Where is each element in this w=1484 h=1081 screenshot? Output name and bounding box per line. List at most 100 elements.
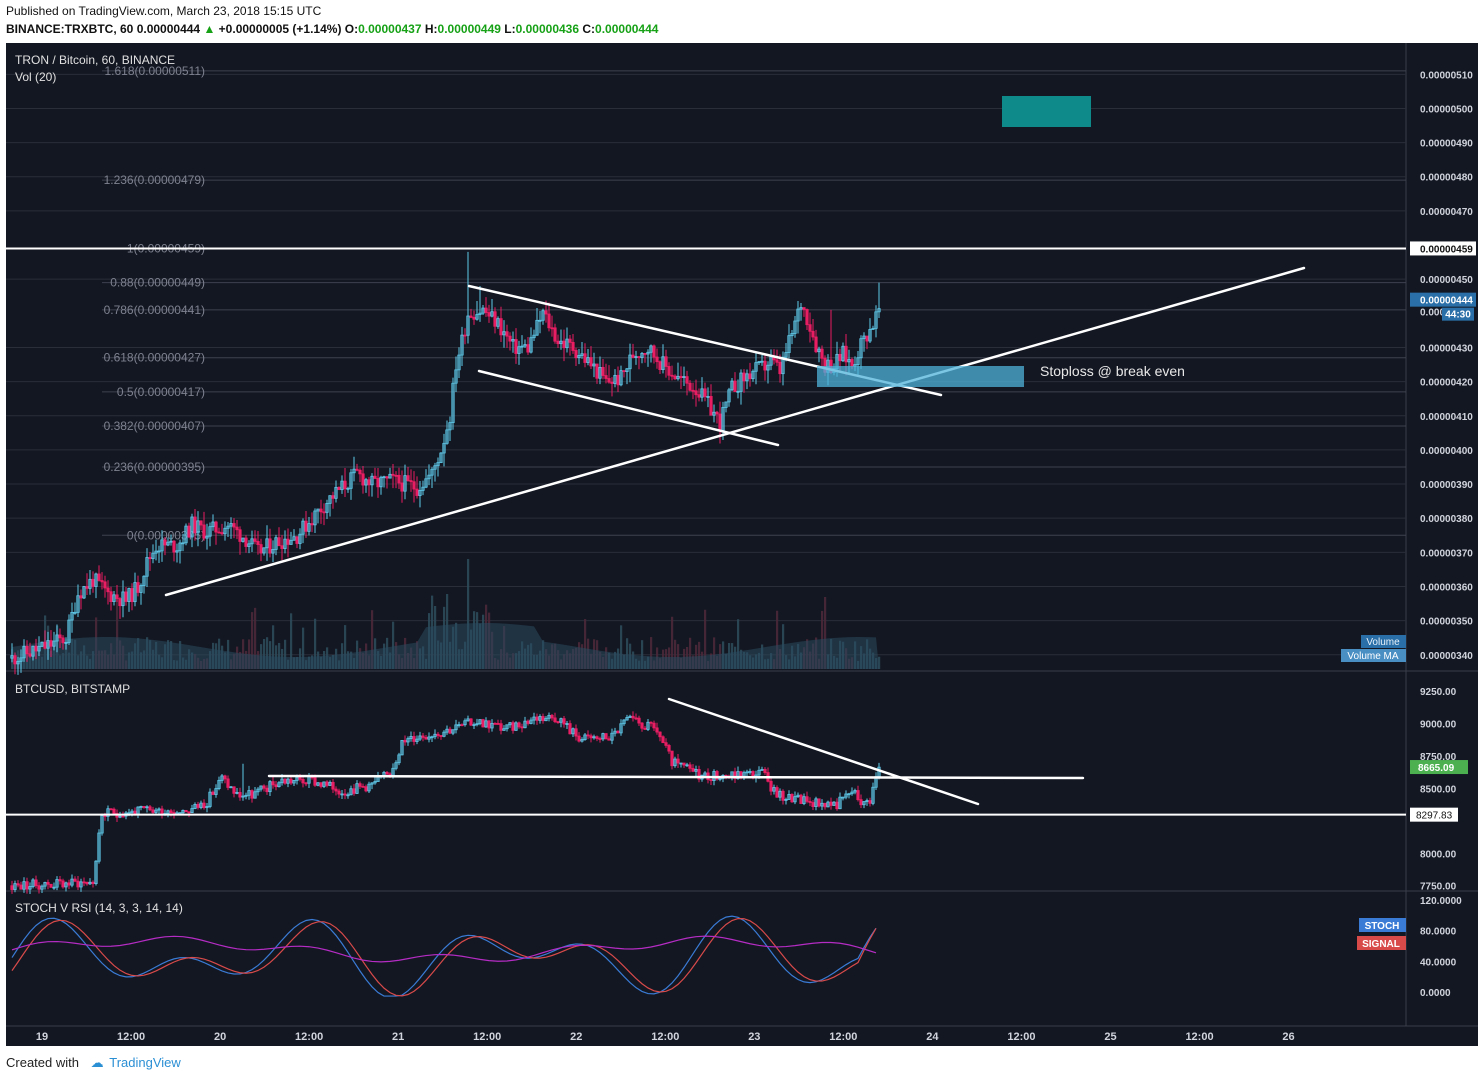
candle-body: [406, 738, 410, 743]
candle-body: [601, 366, 605, 376]
candle-body: [625, 368, 629, 372]
candle-body: [217, 779, 221, 789]
candle-body: [193, 804, 197, 809]
candle-body: [340, 480, 344, 491]
candle-body: [373, 475, 377, 479]
chart-canvas[interactable]: 1.618(0.00000511)1.236(0.00000479)1(0.00…: [6, 43, 1478, 1046]
volume-bar: [689, 637, 692, 669]
candle-body: [79, 881, 83, 888]
candle-body: [148, 557, 152, 560]
candle-body: [241, 537, 245, 542]
channel-lower-line[interactable]: [477, 369, 780, 447]
candle-body: [733, 771, 737, 779]
fib-level-label: 1.618(0.00000511): [104, 64, 205, 78]
btc-descending-trendline[interactable]: [667, 697, 980, 806]
candle-body: [22, 645, 26, 659]
candle-body: [445, 728, 449, 733]
candle-body: [793, 796, 797, 803]
price-tick-label: 0.00000380: [1420, 514, 1473, 525]
price-tick-label: 0.00000430: [1420, 343, 1473, 354]
candle-body: [823, 802, 827, 808]
candle-body: [655, 356, 659, 363]
candle-body: [580, 353, 584, 356]
time-tick-label: 12:00: [295, 1031, 323, 1043]
candle-body: [64, 882, 68, 888]
volume-bar: [284, 639, 287, 669]
candle-body: [496, 722, 500, 725]
candle-body: [103, 581, 107, 589]
btc-horizontal-line[interactable]: [267, 774, 1085, 780]
price-tick-label: 0.00000410: [1420, 412, 1473, 423]
candle-body: [127, 588, 131, 602]
candle-body: [679, 762, 683, 765]
candle-body: [355, 783, 359, 794]
candle-body: [472, 724, 476, 727]
candle-body: [133, 582, 137, 603]
candle-body: [250, 538, 254, 545]
candle-body: [517, 346, 521, 354]
ascending-trendline[interactable]: [164, 266, 1306, 597]
candle-body: [676, 375, 680, 380]
candle-body: [67, 619, 71, 643]
candle-body: [142, 575, 146, 586]
volume-bar: [671, 616, 674, 669]
btc-hline-price-label: 8297.83: [1416, 811, 1453, 822]
candle-body: [811, 330, 815, 338]
candle-body: [139, 805, 143, 808]
candle-body: [241, 795, 245, 798]
candle-body: [433, 733, 437, 738]
candle-body: [298, 776, 302, 780]
candle-body: [409, 480, 413, 483]
candle-body: [556, 340, 560, 345]
candle-body: [349, 472, 353, 489]
volume-bar: [650, 637, 653, 669]
countdown-box: [1442, 307, 1474, 321]
candle-body: [313, 510, 317, 526]
candle-body: [805, 309, 809, 326]
candle-body: [25, 881, 29, 890]
candle-body: [676, 758, 680, 764]
candle-body: [418, 735, 422, 740]
candle-body: [295, 536, 299, 544]
candle-body: [511, 722, 515, 731]
tradingview-logo-icon[interactable]: ☁: [90, 1055, 104, 1070]
candle-body: [538, 716, 542, 721]
candle-body: [226, 525, 230, 529]
candle-body: [46, 640, 50, 649]
candle-body: [244, 794, 248, 797]
candle-body: [544, 717, 548, 722]
stoploss-box[interactable]: [817, 366, 1024, 387]
candle-body: [64, 642, 68, 644]
pane2-title: BTCUSD, BITSTAMP: [15, 682, 130, 696]
candle-body: [673, 758, 677, 767]
candle-body: [490, 311, 494, 317]
candle-body: [373, 781, 377, 784]
candle-body: [574, 728, 578, 737]
candle-body: [859, 799, 863, 806]
candle-body: [616, 374, 620, 386]
candle-body: [538, 319, 542, 322]
candle-body: [235, 526, 239, 531]
candle-body: [352, 468, 356, 474]
high-label: H:: [424, 22, 438, 36]
candle-body: [709, 779, 713, 782]
candle-body: [658, 361, 662, 371]
candle-body: [484, 307, 488, 313]
candle-body: [19, 657, 23, 662]
target-box[interactable]: [1002, 96, 1091, 127]
price-tick-label: 0.00000490: [1420, 139, 1473, 150]
candle-body: [691, 767, 695, 772]
candle-body: [841, 796, 845, 799]
tradingview-link[interactable]: TradingView: [109, 1055, 181, 1070]
candle-body: [775, 787, 779, 798]
candle-body: [667, 745, 671, 752]
candle-body: [331, 495, 335, 499]
candle-body: [427, 736, 431, 740]
candle-body: [631, 354, 635, 358]
candle-body: [583, 734, 587, 740]
candle-body: [694, 390, 698, 396]
btc-last-price-box: [1410, 760, 1468, 775]
candle-body: [229, 523, 233, 527]
candle-body: [172, 540, 176, 553]
time-tick-label: 19: [36, 1031, 48, 1043]
